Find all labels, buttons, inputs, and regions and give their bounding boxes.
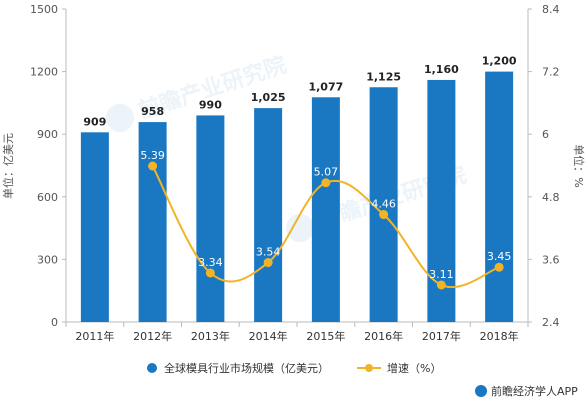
y-left-tick-label: 300 <box>37 253 58 266</box>
y-left-tick-label: 600 <box>37 191 58 204</box>
line-value-label: 3.11 <box>429 268 454 281</box>
bar <box>485 71 514 322</box>
bar-value-label: 909 <box>83 115 106 128</box>
y-right-tick-label: 6 <box>542 128 549 141</box>
line-point <box>148 161 158 171</box>
line-point <box>263 258 273 268</box>
bar-value-label: 1,200 <box>482 55 517 68</box>
bar-series <box>80 71 514 323</box>
x-tick-label: 2015年 <box>306 329 345 343</box>
bar-value-label: 1,077 <box>308 80 343 93</box>
bar-value-label: 990 <box>199 98 222 111</box>
legend-line-label: 增速（%） <box>387 361 441 375</box>
line-point <box>205 268 215 278</box>
bar-value-label: 1,125 <box>366 70 401 83</box>
line-value-label: 5.07 <box>314 166 339 179</box>
legend-bar-marker <box>147 363 157 373</box>
bar <box>138 122 167 322</box>
x-tick-label: 2012年 <box>133 329 172 343</box>
axes: 0 300 600 900 1200 1500 2.4 3.6 4.8 6 7.2 8.4 2011年 2… <box>30 3 560 343</box>
legend-line-dot <box>365 364 373 372</box>
line-point <box>494 262 504 272</box>
source-credit: 前瞻经济学人APP <box>475 384 578 398</box>
y-left-tick-label: 900 <box>37 128 58 141</box>
line-point <box>436 280 446 290</box>
bar <box>254 108 283 322</box>
y-right-tick-label: 3.6 <box>542 253 560 266</box>
bar-value-label: 1,025 <box>251 91 286 104</box>
line-series <box>148 161 504 290</box>
line-value-label: 5.39 <box>140 149 165 162</box>
bar-value-label: 1,160 <box>424 63 459 76</box>
data-labels: 909 958 990 1,025 1,077 1,125 1,160 1,200 5.39 3.… <box>83 55 516 281</box>
y-left-tick-label: 1200 <box>30 66 58 79</box>
line-value-label: 3.34 <box>198 256 223 269</box>
x-tick-label: 2013年 <box>191 329 230 343</box>
bar <box>196 115 225 322</box>
line-value-label: 4.46 <box>371 198 396 211</box>
x-tick-label: 2011年 <box>75 329 114 343</box>
x-tick-label: 2014年 <box>249 329 288 343</box>
source-text: 前瞻经济学人APP <box>491 384 578 398</box>
y-axis-left-title: 单位：亿美元 <box>1 133 15 199</box>
watermark-logo-icon <box>286 214 314 242</box>
y-left-tick-label: 1500 <box>30 3 58 16</box>
source-logo-icon <box>475 385 487 397</box>
y-right-tick-label: 7.2 <box>542 66 560 79</box>
y-right-tick-label: 8.4 <box>542 3 560 16</box>
x-tick-label: 2018年 <box>480 329 519 343</box>
x-tick-label: 2017年 <box>422 329 461 343</box>
watermark-logo-icon <box>106 104 134 132</box>
bar-value-label: 958 <box>141 105 164 118</box>
x-tick-label: 2016年 <box>364 329 403 343</box>
line-value-label: 3.54 <box>256 246 281 259</box>
bar <box>311 97 340 323</box>
y-right-tick-label: 2.4 <box>542 316 560 329</box>
legend: 全球模具行业市场规模（亿美元） 增速（%） <box>147 361 441 375</box>
legend-bar-label: 全球模具行业市场规模（亿美元） <box>164 361 329 375</box>
bar <box>80 132 109 322</box>
line-point <box>321 178 331 188</box>
y-left-tick-label: 0 <box>51 316 58 329</box>
line-value-label: 3.45 <box>487 250 512 263</box>
y-right-tick-label: 4.8 <box>542 191 560 204</box>
y-axis-right-title: 单位：% <box>572 144 586 187</box>
line-point <box>379 210 389 220</box>
